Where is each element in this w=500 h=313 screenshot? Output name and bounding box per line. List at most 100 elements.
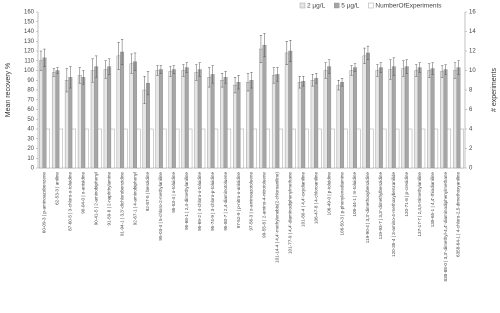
bar: [188, 128, 193, 169]
bar: [401, 68, 406, 169]
x-tick-label: 101-14-4 | 4,4'-methylenebis(2-chloroani…: [275, 172, 280, 263]
x-tick-label: 62-53-3 | aniline: [55, 172, 60, 205]
bar: [349, 70, 354, 169]
error-bar: [263, 33, 266, 58]
error-bar: [340, 78, 344, 87]
y2-axis-title: # experiments: [491, 68, 498, 112]
error-bar: [120, 39, 124, 65]
bar: [291, 128, 296, 169]
x-tick-label: 120-71-8 | p-cresidine: [404, 172, 409, 217]
y-tick-label: 140: [24, 29, 35, 35]
x-tick-label: 95-74-9 | 3-chloro-p-toluidine: [210, 172, 215, 231]
bar: [197, 69, 202, 169]
bar: [236, 81, 241, 169]
error-bar: [363, 47, 366, 64]
error-bar: [195, 64, 198, 81]
bar: [175, 128, 180, 169]
y-tick-label: 20: [27, 146, 34, 152]
bar: [327, 66, 332, 169]
error-bar: [327, 59, 331, 74]
bar: [404, 66, 409, 169]
bar: [227, 128, 232, 169]
bar: [94, 66, 99, 169]
bar: [253, 128, 257, 169]
x-tick-label: 91-94-1 | 3,3'-dichlorobenzidine: [119, 172, 124, 237]
legend-label: NumberOfExperiments: [375, 3, 442, 10]
error-bar: [224, 71, 227, 84]
y2-tick-label: 4: [469, 127, 473, 133]
bar: [136, 128, 141, 169]
bar: [249, 80, 254, 169]
bar: [278, 128, 283, 169]
bar: [68, 77, 73, 169]
y-tick-label: 30: [27, 136, 34, 142]
bar: [314, 78, 319, 169]
bar: [55, 70, 60, 169]
y2-tick-label: 14: [469, 29, 476, 35]
bar: [39, 60, 43, 169]
bar: [310, 80, 315, 169]
x-tick-label: 119-90-4 | 3,3'-dimethoxybenzidine: [365, 172, 370, 244]
y2-tick-label: 8: [469, 88, 473, 94]
error-bar: [169, 66, 172, 77]
error-bar: [237, 75, 240, 90]
bar: [133, 61, 137, 169]
bar: [323, 70, 328, 169]
y-tick-label: 10: [27, 156, 34, 162]
bar: [194, 72, 199, 169]
bar: [171, 69, 176, 169]
error-bar: [107, 58, 111, 75]
error-bar: [220, 73, 224, 88]
bar: [77, 75, 82, 169]
error-bar: [43, 48, 46, 67]
bar: [414, 70, 419, 169]
bar: [110, 128, 115, 169]
error-bar: [250, 72, 253, 89]
error-bar: [353, 63, 357, 72]
error-bar: [415, 64, 418, 77]
x-tick-label: 101-80-4 | 4,4'-oxydianiline: [300, 172, 305, 227]
x-tick-label: 119-93-7 | 3,3'-dimethylbenzidine: [378, 172, 383, 240]
error-bar: [389, 59, 392, 80]
bar: [162, 128, 167, 169]
error-bar: [324, 62, 327, 79]
y-tick-label: 100: [24, 68, 35, 74]
x-tick-label: 95-03-4 | 5-chloro-2-methylaniline: [158, 172, 163, 241]
x-tick-label: 95-69-2 | 4-chloro-o-toluidine: [197, 172, 202, 231]
bar: [220, 80, 225, 169]
error-bar: [133, 52, 137, 71]
bar: [107, 66, 112, 169]
bar: [362, 55, 367, 169]
x-tick-label: 99-55-8 | 2-amino-4-nitrotoluene: [262, 172, 267, 238]
x-tick-label: 95-68-1 | 2,4-dimethylaniline: [184, 172, 189, 230]
bar: [84, 128, 89, 169]
bar: [369, 128, 374, 169]
bar: [388, 69, 393, 169]
bar: [391, 66, 396, 169]
legend-label: 5 µg/L: [341, 3, 360, 10]
y2-tick-label: 16: [469, 10, 476, 16]
bar: [168, 71, 173, 169]
error-bar: [337, 80, 340, 91]
bar: [421, 128, 426, 169]
bar: [158, 69, 163, 169]
legend-swatch: [299, 2, 306, 9]
bar: [288, 50, 293, 169]
error-bar: [185, 62, 189, 73]
x-tick-label: 106-47-8 | 4-chloroaniline: [313, 172, 318, 224]
error-bar: [211, 65, 214, 84]
y2-tick-label: 0: [469, 166, 473, 172]
error-bar: [311, 74, 314, 87]
bar: [340, 81, 345, 169]
legend-label: 2 µg/L: [307, 3, 326, 10]
bar: [317, 128, 322, 169]
x-tick-label: 90-41-5 | 2-aminobiphenyl: [93, 172, 98, 225]
x-tick-label: 95-53-4 | o-toluidine: [171, 172, 176, 213]
bar: [184, 67, 189, 169]
x-tick-label: 137-17-7 | 2,4,5-trimethylaniline: [417, 172, 422, 237]
x-tick-label: 95-80-7 | 2,4-diaminotoluene: [223, 172, 228, 231]
bar: [284, 52, 289, 169]
error-bar: [104, 60, 107, 79]
bar: [240, 128, 245, 169]
error-bar: [159, 65, 163, 74]
